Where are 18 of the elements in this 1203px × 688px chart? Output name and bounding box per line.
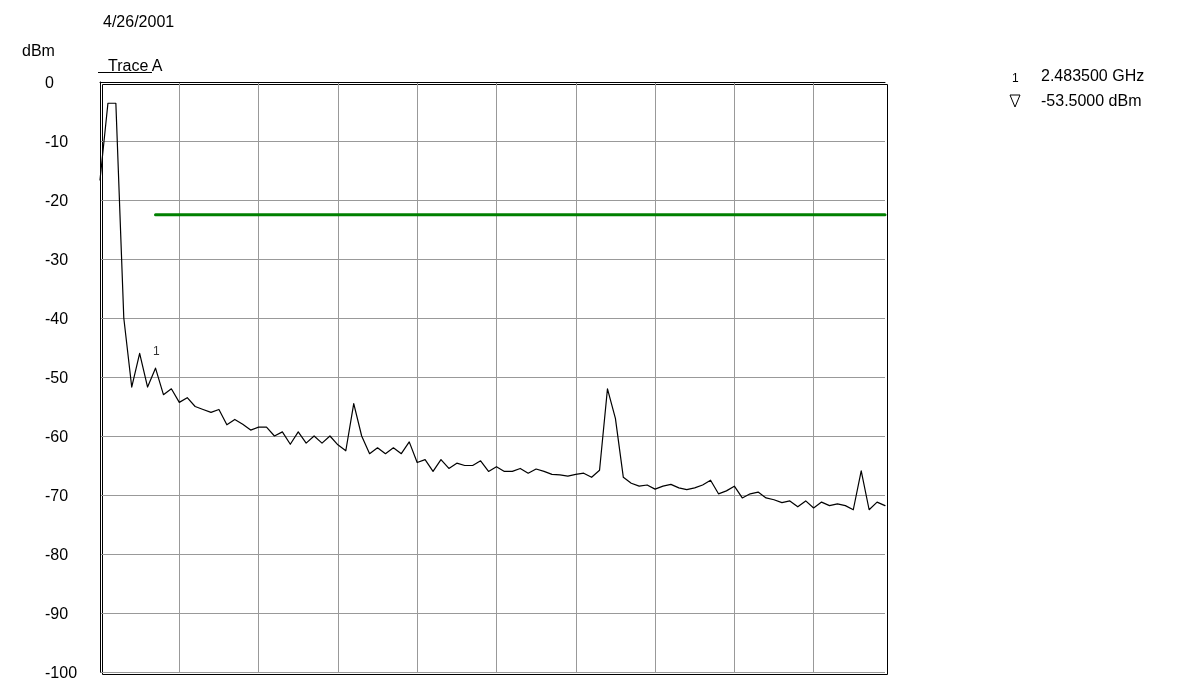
y-tick-label: -90	[45, 604, 69, 622]
y-tick-label: -60	[45, 427, 69, 445]
text: 2.483500 GHz	[1041, 66, 1145, 84]
y-axis-title: dBm	[22, 41, 55, 59]
series-label: Trace A	[108, 56, 163, 74]
y-tick-label: -80	[45, 545, 69, 563]
y-tick-label: -30	[45, 250, 69, 268]
y-tick-label: -50	[45, 368, 69, 386]
y-tick-label: -40	[45, 309, 69, 327]
y-tick-label: -100	[45, 663, 78, 681]
chart-title: 4/26/2001	[103, 12, 175, 30]
text: -53.5000 dBm	[1041, 91, 1142, 109]
annotation: 1	[153, 344, 160, 358]
y-tick-label: 0	[45, 73, 54, 91]
text: 1	[1012, 71, 1019, 85]
y-tick-label: -20	[45, 191, 69, 209]
y-tick-label: -10	[45, 132, 69, 150]
y-tick-label: -70	[45, 486, 69, 504]
